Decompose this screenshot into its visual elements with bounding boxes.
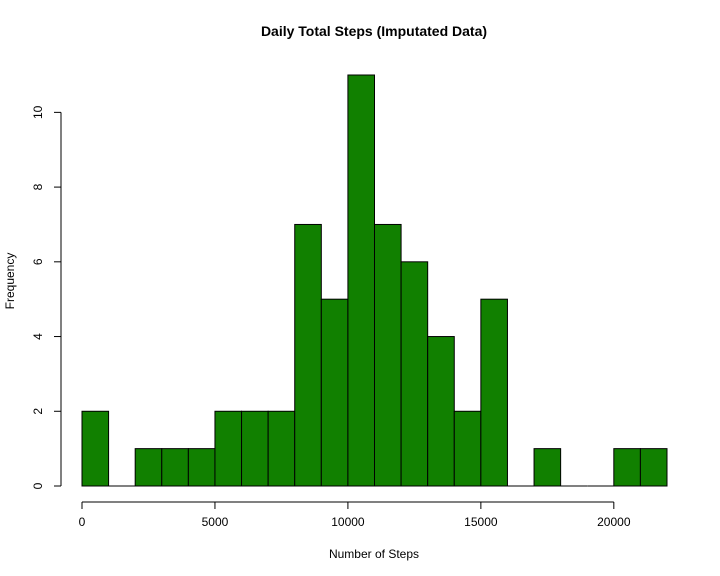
histogram-bar: [294, 223, 322, 487]
histogram-bar: [639, 448, 668, 487]
x-tick-label: 10000: [331, 515, 365, 529]
x-tick-label: 5000: [202, 515, 229, 529]
histogram-bar: [347, 74, 375, 487]
y-tick-label: 2: [31, 408, 45, 415]
histogram-bar: [161, 448, 189, 487]
x-axis: 0 5000 10000 15000 20000: [79, 501, 631, 529]
x-tick-label: 0: [79, 515, 86, 529]
histogram-bar: [453, 410, 482, 487]
histogram-bar: [187, 448, 216, 487]
y-tick-label: 8: [31, 183, 45, 190]
x-axis-label: Number of Steps: [329, 547, 419, 561]
y-tick-label: 6: [31, 258, 45, 265]
histogram-bar: [241, 410, 269, 487]
histogram-bar: [320, 298, 349, 487]
y-axis-label: Frequency: [3, 253, 17, 310]
histogram-bar: [400, 261, 429, 487]
histogram-bar: [134, 448, 163, 487]
histogram-bar: [480, 298, 508, 487]
histogram-bar: [533, 448, 562, 487]
x-tick-label: 20000: [597, 515, 631, 529]
histogram-bar: [374, 223, 402, 487]
x-tick-label: 15000: [464, 515, 498, 529]
chart-title: Daily Total Steps (Imputated Data): [261, 23, 487, 39]
histogram-bar: [214, 410, 243, 487]
histogram-bar: [267, 410, 296, 487]
y-tick-label: 10: [31, 105, 45, 119]
y-axis: 0 2 4 6 8 10: [31, 105, 62, 489]
histogram-bar: [427, 336, 455, 487]
histogram-bar: [81, 410, 110, 487]
bars-group: [81, 74, 668, 487]
histogram-bar: [613, 448, 641, 487]
y-tick-label: 0: [31, 482, 45, 489]
y-tick-label: 4: [31, 333, 45, 340]
